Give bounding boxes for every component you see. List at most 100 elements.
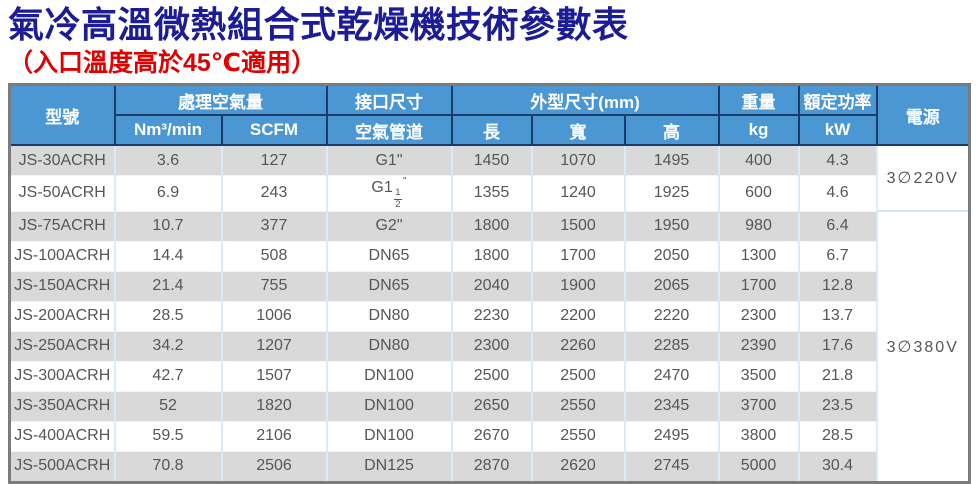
cell-model: JS-200ACRH: [9, 300, 115, 332]
cell-width: 2200: [530, 300, 625, 332]
table-row: JS-400ACRH 59.5 2106 DN100 2670 2550 2495 3800 2…: [9, 420, 970, 452]
cell-scfm: 2106: [220, 420, 327, 452]
cell-model: JS-400ACRH: [9, 420, 115, 452]
cell-height: 2745: [623, 450, 719, 483]
cell-model: JS-350ACRH: [9, 390, 115, 422]
cell-scfm: 377: [220, 210, 327, 242]
cell-length: 2650: [450, 390, 532, 422]
table-row: JS-500ACRH 70.8 2506 DN125 2870 2620 2745 5000 3…: [9, 450, 970, 483]
header-row-2: Nm³/min SCFM 空氣管道 長 寬 高 kg kW: [10, 114, 970, 146]
cell-length: 1450: [450, 144, 532, 176]
page-subtitle: （入口溫度高於45℃適用）: [8, 49, 317, 77]
cell-length: 2230: [450, 300, 532, 332]
cell-nm3-min: 42.7: [113, 360, 222, 392]
cell-length: 2040: [450, 270, 532, 302]
header-length: 長: [450, 114, 533, 146]
cell-height: 2470: [623, 360, 719, 392]
header-air-volume: 處理空氣量: [113, 83, 328, 116]
cell-kg: 400: [717, 144, 799, 176]
cell-kg: 980: [717, 210, 799, 242]
cell-scfm: 1006: [220, 300, 327, 332]
cell-kw: 28.5: [797, 420, 877, 452]
cell-kw: 30.4: [797, 450, 877, 483]
cell-model: JS-30ACRH: [9, 144, 115, 176]
cell-length: 1355: [450, 175, 532, 212]
table-row: JS-300ACRH 42.7 1507 DN100 2500 2500 2470 3500 2…: [9, 360, 970, 392]
cell-length: 1800: [450, 240, 532, 272]
pipe-size-inch-mark: ": [403, 176, 407, 187]
page-title: 氣冷高溫微熱組合式乾燥機技術參數表: [8, 4, 629, 45]
header-unit-kg: kg: [717, 114, 800, 146]
table-row: JS-30ACRH 3.6 127 G1" 1450 1070 1495 400 4.3 3∅22…: [9, 144, 970, 212]
cell-width: 1240: [530, 175, 625, 212]
table-row: JS-150ACRH 21.4 755 DN65 2040 1900 2065 1700 12.…: [9, 270, 970, 302]
cell-nm3-min: 52: [113, 390, 222, 422]
table-body: JS-30ACRH 3.6 127 G1" 1450 1070 1495 400 4.3 3∅22…: [9, 144, 970, 483]
cell-kg: 600: [717, 175, 799, 212]
table-header: 型號 處理空氣量 接口尺寸 外型尺寸(mm) 重量 額定功率 電源 Nm³/mi…: [8, 83, 971, 146]
cell-length: 2500: [450, 360, 532, 392]
cell-width: 2620: [530, 450, 625, 483]
cell-nm3-min: 6.9: [113, 175, 222, 212]
cell-width: 1900: [530, 270, 625, 302]
header-weight: 重量: [717, 83, 800, 116]
pipe-size-main: G1: [371, 179, 393, 196]
cell-power-supply: 3∅220V: [875, 144, 970, 212]
cell-kw: 6.7: [797, 240, 877, 272]
cell-nm3-min: 59.5: [113, 420, 222, 452]
cell-scfm: 2506: [220, 450, 327, 483]
cell-kg: 3500: [717, 360, 799, 392]
cell-pipe: G2": [325, 210, 452, 242]
header-unit-nm3min: Nm³/min: [113, 114, 223, 146]
cell-kw: 4.6: [797, 175, 877, 212]
cell-kg: 3800: [717, 420, 799, 452]
cell-pipe: G1 1 2 ": [325, 175, 452, 212]
cell-height: 2220: [623, 300, 719, 332]
table-row: JS-250ACRH 34.2 1207 DN80 2300 2260 2285 2390 17…: [9, 330, 970, 362]
cell-length: 2300: [450, 330, 532, 362]
cell-height: 2345: [623, 390, 719, 422]
cell-model: JS-300ACRH: [9, 360, 115, 392]
cell-kg: 2300: [717, 300, 799, 332]
cell-model: JS-100ACRH: [9, 240, 115, 272]
cell-height: 1495: [623, 144, 719, 176]
cell-scfm: 127: [220, 144, 327, 176]
cell-width: 1700: [530, 240, 625, 272]
table-row: JS-75ACRH 10.7 377 G2" 1800 1500 1950 980 6.4 3∅3…: [9, 210, 970, 483]
cell-kw: 21.8: [797, 360, 877, 392]
cell-pipe: DN65: [325, 270, 452, 302]
cell-kw: 6.4: [797, 210, 877, 242]
spec-table: 型號 處理空氣量 接口尺寸 外型尺寸(mm) 重量 額定功率 電源 Nm³/mi…: [8, 83, 972, 484]
cell-kg: 2390: [717, 330, 799, 362]
cell-pipe: DN80: [325, 330, 452, 362]
header-width: 寬: [530, 114, 626, 146]
header-unit-scfm: SCFM: [220, 114, 328, 146]
table-row: JS-50ACRH 6.9 243 G1 1 2 " 1355 1240 1925 600 4.6: [9, 175, 970, 212]
cell-width: 2260: [530, 330, 625, 362]
cell-scfm: 1820: [220, 390, 327, 422]
cell-pipe: DN100: [325, 360, 452, 392]
cell-nm3-min: 10.7: [113, 210, 222, 242]
header-row-1: 型號 處理空氣量 接口尺寸 外型尺寸(mm) 重量 額定功率 電源: [8, 83, 971, 146]
header-rated-power: 額定功率: [797, 83, 878, 116]
cell-pipe: DN100: [325, 420, 452, 452]
cell-nm3-min: 3.6: [113, 144, 222, 176]
header-power-supply: 電源: [875, 83, 971, 146]
cell-width: 2550: [530, 390, 625, 422]
cell-kg: 5000: [717, 450, 799, 483]
cell-kg: 3700: [717, 390, 799, 422]
cell-kg: 1300: [717, 240, 799, 272]
cell-width: 1500: [530, 210, 625, 242]
cell-power-supply: 3∅380V: [875, 210, 970, 483]
cell-pipe: G1": [325, 144, 452, 176]
cell-length: 1800: [450, 210, 532, 242]
header-unit-kw: kW: [797, 114, 878, 146]
cell-width: 1070: [530, 144, 625, 176]
cell-height: 2495: [623, 420, 719, 452]
cell-kg: 1700: [717, 270, 799, 302]
cell-nm3-min: 28.5: [113, 300, 222, 332]
header-dimensions: 外型尺寸(mm): [450, 83, 720, 116]
header-air-pipe: 空氣管道: [325, 114, 453, 146]
cell-kw: 13.7: [797, 300, 877, 332]
